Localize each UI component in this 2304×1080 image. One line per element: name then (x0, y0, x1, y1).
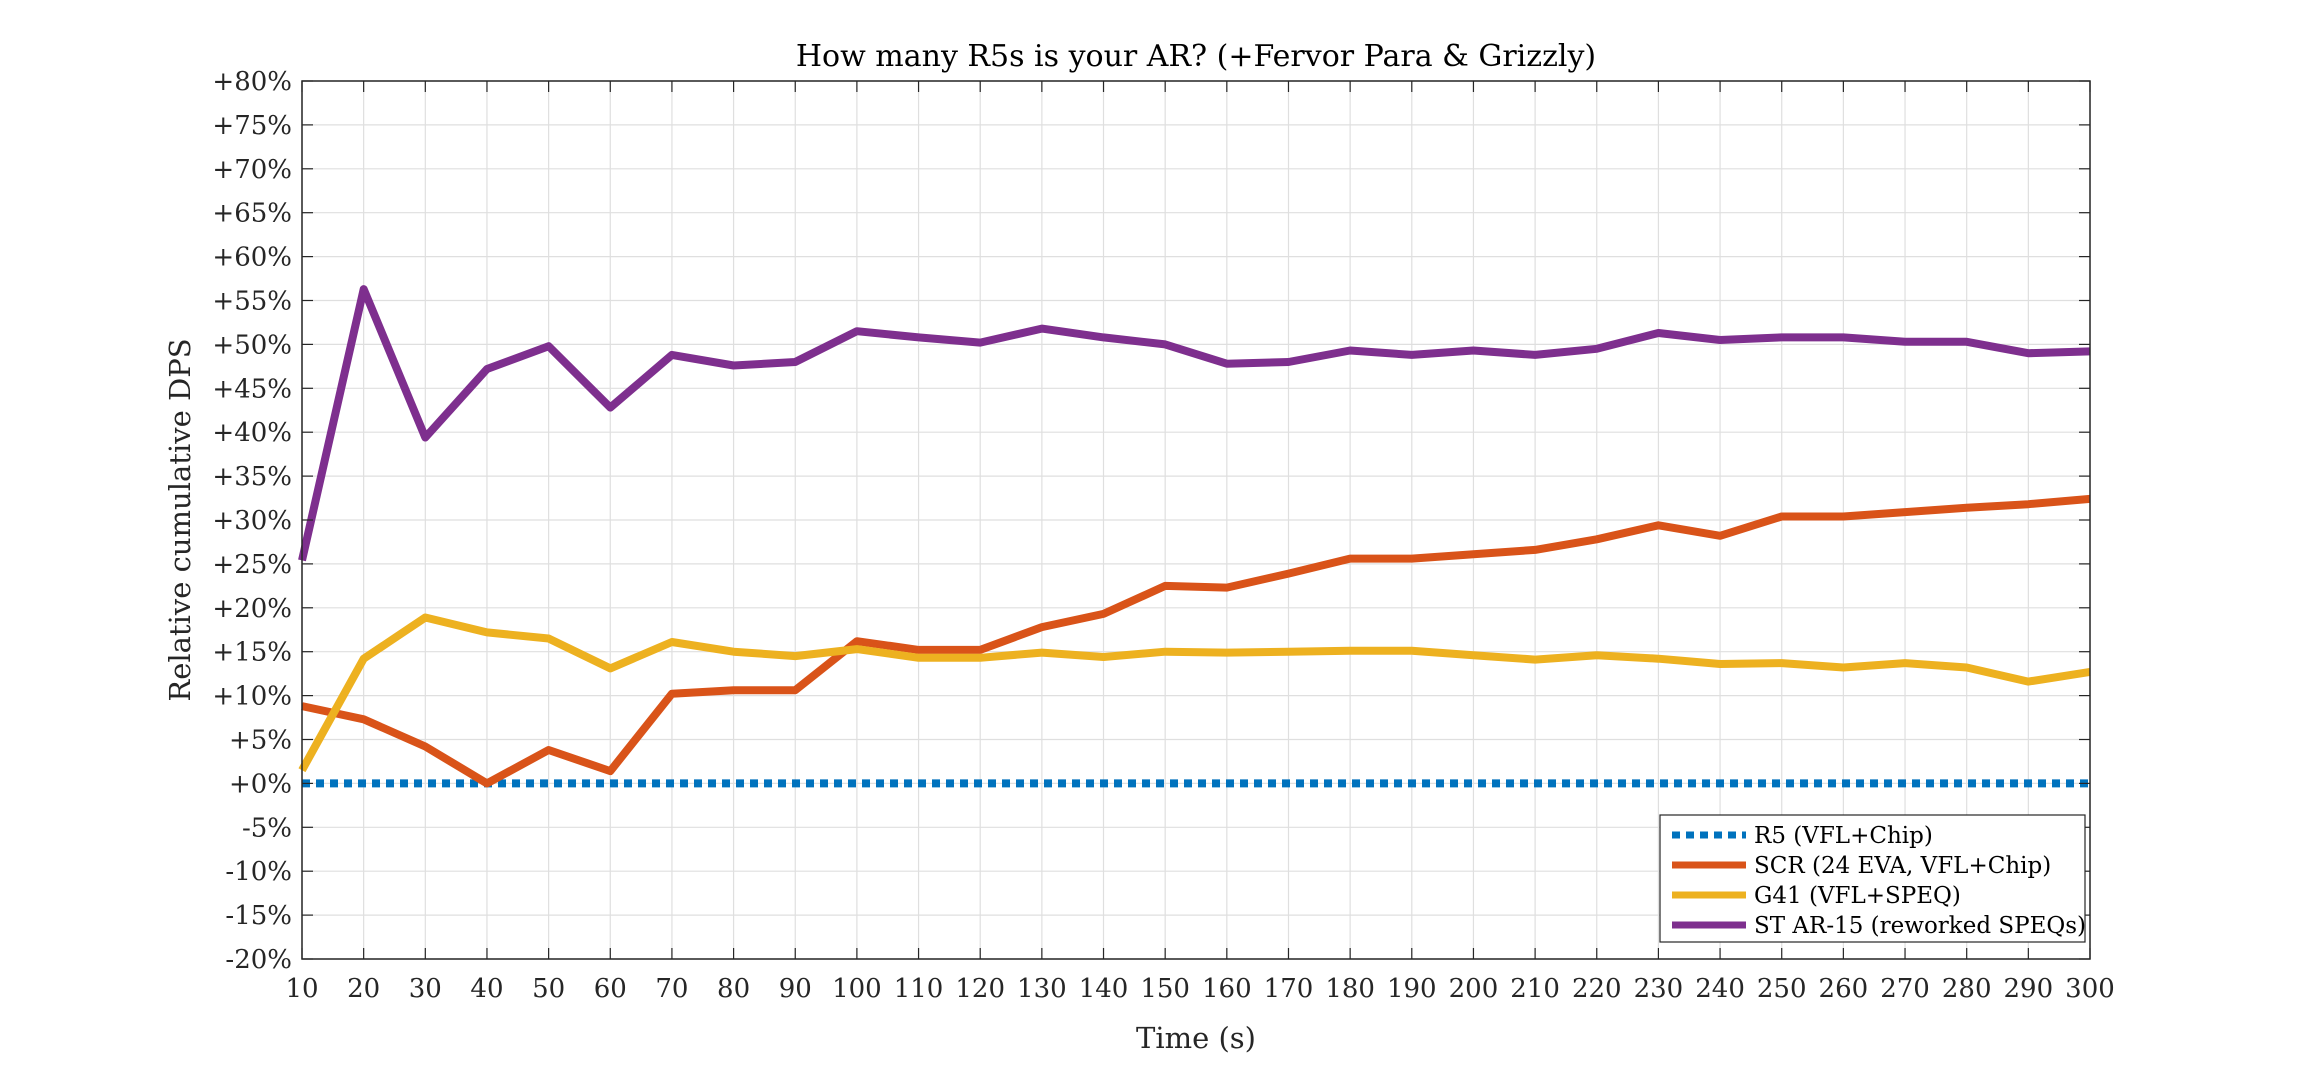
x-tick-label: 250 (1757, 974, 1807, 1004)
y-tick-label: +5% (229, 726, 292, 756)
x-tick-label: 70 (655, 974, 688, 1004)
legend-label: SCR (24 EVA, VFL+Chip) (1754, 853, 2051, 879)
x-tick-label: 50 (532, 974, 565, 1004)
y-tick-labels: +80% +75% +70% +65% +60% +55% +50% +45% +40% +35%… (212, 67, 292, 975)
x-tick-label: 200 (1449, 974, 1499, 1004)
y-tick-label: -15% (225, 901, 292, 931)
series-line-3 (298, 613, 2091, 773)
y-tick-label: +25% (212, 550, 292, 580)
y-tick-label: +80% (212, 67, 292, 97)
x-tick-label: 110 (894, 974, 944, 1004)
chart-title: How many R5s is your AR? (+Fervor Para &… (796, 39, 1596, 74)
x-axis-label: Time (s) (1136, 1021, 1256, 1055)
y-tick-label: +75% (212, 111, 292, 141)
y-tick-label: +35% (212, 462, 292, 492)
y-tick-label: +40% (212, 418, 292, 448)
y-tick-label: +30% (212, 506, 292, 536)
series-lines (298, 285, 2091, 788)
y-tick-label: +20% (212, 594, 292, 624)
x-tick-label: 100 (832, 974, 882, 1004)
x-tick-label: 20 (347, 974, 380, 1004)
x-tick-label: 30 (409, 974, 442, 1004)
y-tick-label: +10% (212, 682, 292, 712)
x-tick-label: 130 (1017, 974, 1067, 1004)
legend: R5 (VFL+Chip) SCR (24 EVA, VFL+Chip) G41 (… (1659, 814, 2086, 943)
x-tick-label: 10 (285, 974, 318, 1004)
x-tick-label: 300 (2065, 974, 2115, 1004)
x-tick-label: 270 (1880, 974, 1930, 1004)
x-tick-label: 170 (1264, 974, 1314, 1004)
x-tick-label: 240 (1695, 974, 1745, 1004)
y-tick-label: +55% (212, 287, 292, 317)
legend-label: R5 (VFL+Chip) (1754, 823, 1933, 849)
x-tick-label: 60 (594, 974, 627, 1004)
x-tick-label: 90 (779, 974, 812, 1004)
x-tick-label: 210 (1510, 974, 1560, 1004)
y-tick-label: +50% (212, 330, 292, 360)
x-tick-label: 120 (955, 974, 1005, 1004)
y-tick-label: +45% (212, 374, 292, 404)
x-tick-label: 160 (1202, 974, 1252, 1004)
y-axis-label: Relative cumulative DPS (163, 338, 197, 701)
x-tick-label: 150 (1140, 974, 1190, 1004)
y-tick-label: -5% (242, 813, 292, 843)
series-line-2 (301, 494, 2091, 788)
x-tick-label: 280 (1942, 974, 1992, 1004)
x-tick-label: 140 (1079, 974, 1129, 1004)
y-tick-label: +65% (212, 199, 292, 229)
y-tick-label: +0% (229, 769, 292, 799)
axis-ticks (301, 80, 2091, 960)
legend-label: G41 (VFL+SPEQ) (1754, 883, 1961, 909)
x-tick-label: 80 (717, 974, 750, 1004)
x-tick-label: 190 (1387, 974, 1437, 1004)
x-tick-label: 180 (1325, 974, 1375, 1004)
y-tick-label: +70% (212, 155, 292, 185)
x-tick-labels: 10 20 30 40 50 60 70 80 90 100 110 120 130 140 150 160 1… (285, 974, 2114, 1004)
x-tick-label: 260 (1819, 974, 1869, 1004)
x-tick-label: 40 (470, 974, 503, 1004)
y-tick-label: -10% (225, 857, 292, 887)
series-line-4 (298, 285, 2091, 562)
x-tick-label: 290 (2004, 974, 2054, 1004)
x-tick-label: 230 (1634, 974, 1684, 1004)
y-tick-label: +15% (212, 638, 292, 668)
legend-label: ST AR-15 (reworked SPEQs) (1754, 913, 2086, 939)
y-tick-label: -20% (225, 945, 292, 975)
y-tick-label: +60% (212, 243, 292, 273)
x-tick-label: 220 (1572, 974, 1622, 1004)
